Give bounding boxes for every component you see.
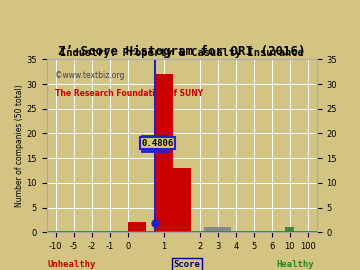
Text: The Research Foundation of SUNY: The Research Foundation of SUNY [55,89,203,98]
Bar [213,227,222,232]
Bar [173,168,191,232]
Bar [222,227,231,232]
Bar [285,227,294,232]
Title: Z’-Score Histogram for ORI (2016): Z’-Score Histogram for ORI (2016) [58,45,306,58]
Text: 0.4806: 0.4806 [141,139,174,148]
Text: ©www.textbiz.org: ©www.textbiz.org [55,72,124,80]
Text: Unhealthy: Unhealthy [48,260,96,269]
Text: Healthy: Healthy [276,260,314,269]
Y-axis label: Number of companies (50 total): Number of companies (50 total) [15,85,24,207]
Text: Score: Score [174,260,201,269]
Bar [128,222,146,232]
Bar [204,227,213,232]
Bar [155,74,173,232]
Text: Industry: Property & Casualty Insurance: Industry: Property & Casualty Insurance [60,48,304,58]
